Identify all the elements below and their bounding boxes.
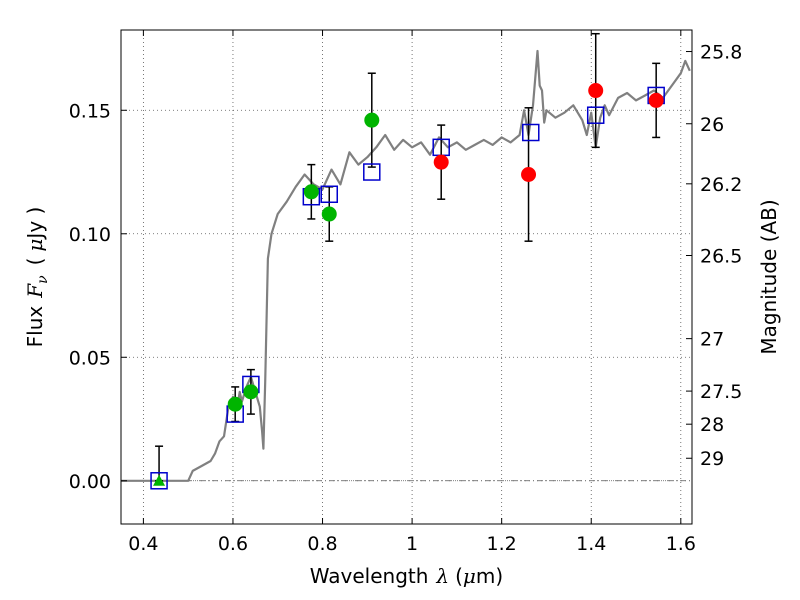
magnitude-tick-label: 28 [700,414,724,436]
red-point [588,83,604,99]
magnitude-tick-label: 25.8 [700,42,742,64]
x-axis-label: Wavelength λ (μm) [310,564,503,588]
x-axis-label-prefix: Wavelength [310,564,429,588]
green-upper-limit-triangle [153,474,166,486]
tick-labels: 0.4 0.6 0.8 1 1.2 1.4 1.6 0.00 0.05 0.10 0.15 25.8 2… [69,42,743,555]
y-axis-label-symbol: F [23,283,47,299]
y-tick-label: 0.05 [69,347,111,369]
green-point [321,206,337,222]
green-point [303,184,319,200]
x-tick-label: 1 [406,533,418,555]
observed-points [153,83,664,486]
magnitude-tick-label: 26.2 [700,174,742,196]
y-axis-label-unit-rest: Jy ) [23,207,47,241]
x-tick-label: 1.4 [576,533,606,555]
grid-lines [121,30,692,524]
x-axis-label-unit-open: ( [455,564,463,588]
axis-ticks [121,30,692,524]
y2-axis-label: Magnitude (AB) [757,199,781,354]
red-point [433,154,449,170]
red-point [648,92,664,108]
magnitude-tick-label: 27 [700,329,724,351]
x-tick-label: 1.2 [487,533,517,555]
x-axis-label-unit-mu: μ [463,564,476,588]
x-tick-label: 0.6 [218,533,248,555]
model-square [150,472,168,490]
magnitude-tick-label: 29 [700,448,724,470]
y-axis-label: Flux Fν ( μJy ) [23,207,51,348]
y-tick-label: 0.10 [69,224,111,246]
y-tick-label: 0.00 [69,471,111,493]
plot-frame [120,29,693,525]
x-tick-label: 0.8 [307,533,337,555]
y-tick-label: 0.15 [69,100,111,122]
y-axis-label-unit-open: ( [23,258,47,266]
magnitude-tick-label: 26.5 [700,246,742,268]
x-axis-label-symbol: λ [435,564,449,588]
y-axis-label-unit-mu: μ [23,239,47,252]
x-axis-label-unit-rest: m) [476,564,503,588]
magnitude-tick-label: 27.5 [700,381,742,403]
model-square [522,123,540,142]
y-axis-label-prefix: Flux [23,306,47,348]
y-axis-label-subscript: ν [35,275,51,284]
x-tick-label: 1.6 [666,533,696,555]
green-point [364,112,380,128]
model-square [586,106,605,124]
red-point [521,166,537,182]
x-tick-label: 0.4 [128,533,158,555]
model-square [320,185,338,204]
green-point [227,396,243,412]
model-square [363,163,381,181]
green-point [243,384,259,400]
magnitude-tick-label: 26 [700,114,724,136]
